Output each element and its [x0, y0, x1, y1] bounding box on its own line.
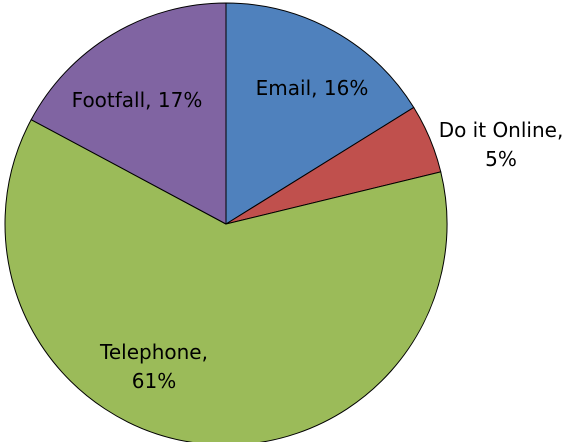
data-label-line: Do it Online,: [439, 118, 564, 142]
data-label-line: Email, 16%: [256, 76, 369, 100]
data-label-footfall: Footfall, 17%: [72, 88, 203, 112]
pie-slice-email: [225, 2, 415, 225]
pie-slices: [4, 2, 448, 442]
data-label-telephone: Telephone, 61%: [99, 340, 208, 393]
pie-slice-telephone: [4, 119, 448, 442]
data-label-do-it-online: Do it Online, 5%: [439, 118, 564, 171]
pie-slice-footfall: [30, 2, 227, 225]
pie-labels: Email, 16% Do it Online, 5% Telephone, 61% Fo…: [72, 76, 564, 393]
data-label-line: 5%: [485, 147, 517, 171]
data-label-line: Telephone,: [99, 340, 208, 364]
data-label-line: Footfall, 17%: [72, 88, 203, 112]
data-label-email: Email, 16%: [256, 76, 369, 100]
data-label-line: 61%: [132, 369, 176, 393]
